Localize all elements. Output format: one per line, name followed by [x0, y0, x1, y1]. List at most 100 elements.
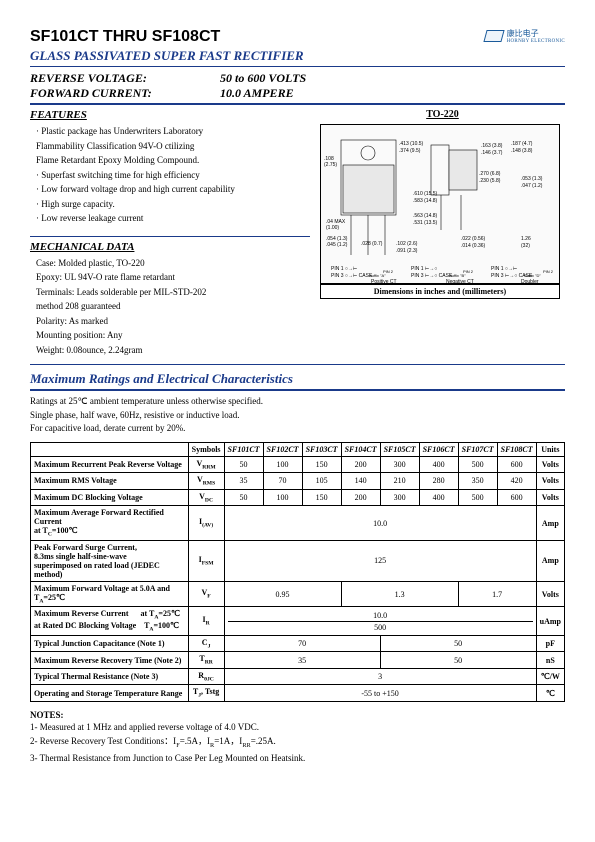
value-cell: 70 — [263, 473, 302, 490]
table-row: Maximum DC Blocking VoltageVDC5010015020… — [31, 489, 565, 506]
symbol-cell: TRR — [188, 652, 224, 669]
feature-item: Flame Retardant Epoxy Molding Compound. — [30, 154, 310, 168]
table-header: Units — [536, 442, 564, 456]
svg-text:.563 (14.8): .563 (14.8) — [413, 213, 438, 219]
value-cell: 10.0500 — [224, 607, 536, 635]
table-row: Maximum Average Forward Rectified Curren… — [31, 506, 565, 541]
feature-item: · Low forward voltage drop and high curr… — [30, 183, 310, 197]
unit-cell: pF — [536, 635, 564, 652]
svg-text:.187 (4.7): .187 (4.7) — [511, 141, 533, 147]
reverse-voltage-label: REVERSE VOLTAGE: — [30, 71, 220, 86]
feature-item: · Low reverse leakage current — [30, 212, 310, 226]
svg-text:.047 (1.2): .047 (1.2) — [521, 183, 543, 189]
value-cell: 210 — [380, 473, 419, 490]
value-cell: 50 — [224, 489, 263, 506]
package-dim-caption: Dimensions in inches and (millimeters) — [320, 284, 560, 299]
svg-text:PIN 2: PIN 2 — [383, 269, 394, 274]
unit-cell: Amp — [536, 540, 564, 581]
table-row: Typical Thermal Resistance (Note 3)RθJC3… — [31, 668, 565, 685]
value-cell: 200 — [341, 489, 380, 506]
svg-text:.270 (6.8): .270 (6.8) — [479, 171, 501, 177]
value-cell: 350 — [458, 473, 497, 490]
brand-cn: 康比电子 — [507, 28, 565, 39]
value-cell: 70 — [224, 635, 380, 652]
unit-cell: ℃ — [536, 685, 564, 702]
package-drawing: .413 (10.5) .374 (9.5) .108(2.75) .163 (… — [320, 124, 560, 284]
param-cell: Maximum DC Blocking Voltage — [31, 489, 189, 506]
unit-cell: Volts — [536, 456, 564, 473]
ratings-heading: Maximum Ratings and Electrical Character… — [30, 371, 565, 387]
param-cell: Operating and Storage Temperature Range — [31, 685, 189, 702]
forward-current-label: FORWARD CURRENT: — [30, 86, 220, 101]
value-cell: 200 — [341, 456, 380, 473]
table-row: Typical Junction Capacitance (Note 1)CJ7… — [31, 635, 565, 652]
notes-list: 1- Measured at 1 MHz and applied reverse… — [30, 720, 565, 766]
value-cell: 140 — [341, 473, 380, 490]
symbol-cell: VRRM — [188, 456, 224, 473]
symbol-cell: TJ, Tstg — [188, 685, 224, 702]
table-row: Maximum Recurrent Peak Reverse VoltageVR… — [31, 456, 565, 473]
svg-text:.148 (3.8): .148 (3.8) — [511, 148, 533, 154]
param-cell: Maximum Recurrent Peak Reverse Voltage — [31, 456, 189, 473]
svg-text:.230 (5.8): .230 (5.8) — [479, 178, 501, 184]
value-cell: 50 — [380, 635, 536, 652]
mechanical-item: Mounting position: Any — [30, 329, 310, 343]
svg-text:PIN 1 ○→⊢: PIN 1 ○→⊢ — [331, 265, 357, 272]
feature-item: · High surge capacity. — [30, 198, 310, 212]
symbol-cell: CJ — [188, 635, 224, 652]
feature-item: Flammability Classification 94V-O ctiliz… — [30, 140, 310, 154]
svg-text:.045 (1.2): .045 (1.2) — [326, 242, 348, 248]
svg-text:1.26: 1.26 — [521, 236, 531, 242]
table-header: SF105CT — [380, 442, 419, 456]
value-cell: 105 — [302, 473, 341, 490]
param-cell: Maximum RMS Voltage — [31, 473, 189, 490]
symbol-cell: IFSM — [188, 540, 224, 581]
value-cell: 400 — [419, 489, 458, 506]
brand-logo: 康比电子 HORNBY ELECTRONIC — [485, 28, 565, 44]
svg-text:.163 (3.8): .163 (3.8) — [481, 143, 503, 149]
mechanical-heading: MECHANICAL DATA — [30, 241, 310, 253]
table-header: SF104CT — [341, 442, 380, 456]
unit-cell: Volts — [536, 489, 564, 506]
value-cell: 150 — [302, 489, 341, 506]
table-header: SF102CT — [263, 442, 302, 456]
svg-text:.610 (15.5): .610 (15.5) — [413, 191, 438, 197]
table-header: SF108CT — [497, 442, 536, 456]
value-cell: 100 — [263, 489, 302, 506]
features-heading: FEATURES — [30, 109, 310, 121]
unit-cell: ℃/W — [536, 668, 564, 685]
notes-heading: NOTES: — [30, 710, 565, 720]
page-subtitle: GLASS PASSIVATED SUPER FAST RECTIFIER — [30, 48, 565, 64]
value-cell: 3 — [224, 668, 536, 685]
mechanical-item: Terminals: Leads solderable per MIL-STD-… — [30, 286, 310, 300]
value-cell: 35 — [224, 652, 380, 669]
svg-text:(32): (32) — [521, 243, 530, 249]
svg-text:PIN 1 ⊢→○: PIN 1 ⊢→○ — [411, 265, 437, 272]
table-header — [31, 442, 189, 456]
table-header: SF101CT — [224, 442, 263, 456]
value-cell: 125 — [224, 540, 536, 581]
table-row: Maximum RMS VoltageVRMS35701051402102803… — [31, 473, 565, 490]
value-cell: 420 — [497, 473, 536, 490]
value-cell: 400 — [419, 456, 458, 473]
param-cell: Typical Thermal Resistance (Note 3) — [31, 668, 189, 685]
value-cell: 10.0 — [224, 506, 536, 541]
unit-cell: nS — [536, 652, 564, 669]
svg-text:(1.00): (1.00) — [326, 225, 339, 231]
svg-text:.583 (14.8): .583 (14.8) — [413, 198, 438, 204]
svg-text:.022 (0.56): .022 (0.56) — [461, 236, 486, 242]
value-cell: 0.95 — [224, 581, 341, 607]
table-row: Operating and Storage Temperature RangeT… — [31, 685, 565, 702]
mechanical-item: Weight: 0.08ounce, 2.24gram — [30, 344, 310, 358]
svg-text:.028 (0.7): .028 (0.7) — [361, 241, 383, 247]
table-header: Symbols — [188, 442, 224, 456]
symbol-cell: I(AV) — [188, 506, 224, 541]
value-cell: 500 — [458, 489, 497, 506]
value-cell: -55 to +150 — [224, 685, 536, 702]
svg-text:Positive CT: Positive CT — [371, 279, 397, 285]
value-cell: 300 — [380, 489, 419, 506]
symbol-cell: IR — [188, 607, 224, 635]
mechanical-item: Polarity: As marked — [30, 315, 310, 329]
param-cell: Maximum Reverse Recovery Time (Note 2) — [31, 652, 189, 669]
symbol-cell: VRMS — [188, 473, 224, 490]
